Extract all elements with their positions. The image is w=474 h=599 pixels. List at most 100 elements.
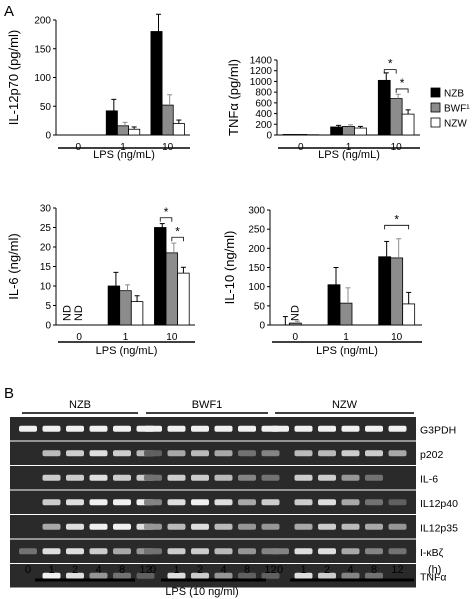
gel-band [388,425,407,432]
gel-band [341,474,360,481]
timepoint-label: 2 [324,564,330,576]
bar [105,110,118,136]
x-tick-label: 0 [293,332,299,343]
bar [161,104,174,136]
gel-band [42,425,61,432]
bar [107,285,121,326]
gel-band [191,523,209,530]
gel-row [10,539,416,563]
time-unit: (h) [428,564,441,576]
bar [130,301,144,326]
gel-band [341,572,360,579]
gel-band [261,572,280,579]
timepoint-label: 4 [347,564,353,576]
y-tick-label: 200 [34,16,51,27]
bar [154,227,167,326]
gel-band [144,450,162,457]
gel-band [66,474,84,481]
gel-band [238,523,256,530]
nd-label: ND [62,305,74,321]
gel-band [294,425,313,432]
gel-band [238,548,256,555]
bar [390,257,404,326]
gel-band [214,450,233,457]
y-tick-label: 10 [40,282,52,293]
y-tick-label: 600 [255,98,272,109]
gel-band [214,499,233,506]
gel-band [144,499,162,506]
gel-band [191,548,209,555]
gel-band [238,474,256,481]
gel-band [66,425,84,432]
gel-band [89,499,108,506]
gel-band [42,548,61,555]
bar [172,123,185,136]
gel-band [144,548,162,555]
gel-band [144,425,162,432]
gel-band [318,499,336,506]
gel-band [191,425,209,432]
timepoint-label: 4 [220,564,226,576]
bar [330,126,343,136]
gel-row [10,441,416,465]
gel-band [294,572,313,579]
y-tick-label: 0 [259,321,265,332]
significance-bracket [384,224,410,230]
gel-band [191,450,209,457]
gel-band [66,572,84,579]
gel-band [261,523,280,530]
gel-band [294,499,313,506]
gel-band [42,450,61,457]
gel-band [318,474,336,481]
y-axis-title: TNFα (pg/ml) [226,59,241,136]
bar [177,272,190,326]
timepoint-label: 1 [48,564,54,576]
gel-band [214,425,233,432]
nd-label: ND [289,305,301,321]
gel-band [66,548,84,555]
gel-band [89,572,108,579]
gel-band [388,523,407,530]
bar [288,322,302,326]
gel-band [89,450,108,457]
gel-band [365,474,383,481]
gel-band [261,499,280,506]
gel-band [167,523,186,530]
bar [342,126,355,136]
y-tick-label: 50 [40,102,52,113]
gene-label: TNFα [420,571,446,583]
gene-label: IL-6 [420,473,438,485]
timepoint-label: 8 [244,564,250,576]
gel-band [113,572,131,579]
timepoint-label: 1 [173,564,179,576]
bar [128,128,141,136]
timepoint-label: 2 [72,564,78,576]
gene-label: G3PDH [420,424,456,436]
gene-label: I-κBζ [420,547,444,559]
nd-label: ND [73,305,85,321]
bar [165,252,179,326]
timepoint-label: 8 [371,564,377,576]
bar [377,79,391,136]
strain-label: NZW [332,399,358,411]
x-tick-label: 1 [123,332,129,343]
significance-star: * [394,212,399,226]
gel-band [42,474,61,481]
y-tick-label: 100 [34,73,51,84]
y-tick-label: 15 [40,262,52,273]
gel-row [10,515,416,539]
legend-label: NZW [444,119,467,130]
gel-band [261,450,280,457]
gel-band [113,499,131,506]
bar [402,303,416,326]
y-axis-title: IL-10 (ng/ml) [222,231,237,305]
y-tick-label: 20 [40,243,52,254]
gel-band [341,523,360,530]
x-tick-label: 10 [391,332,403,343]
gel-band [214,572,233,579]
y-tick-label: 30 [40,204,52,215]
gel-band [167,572,186,579]
gel-band [191,499,209,506]
